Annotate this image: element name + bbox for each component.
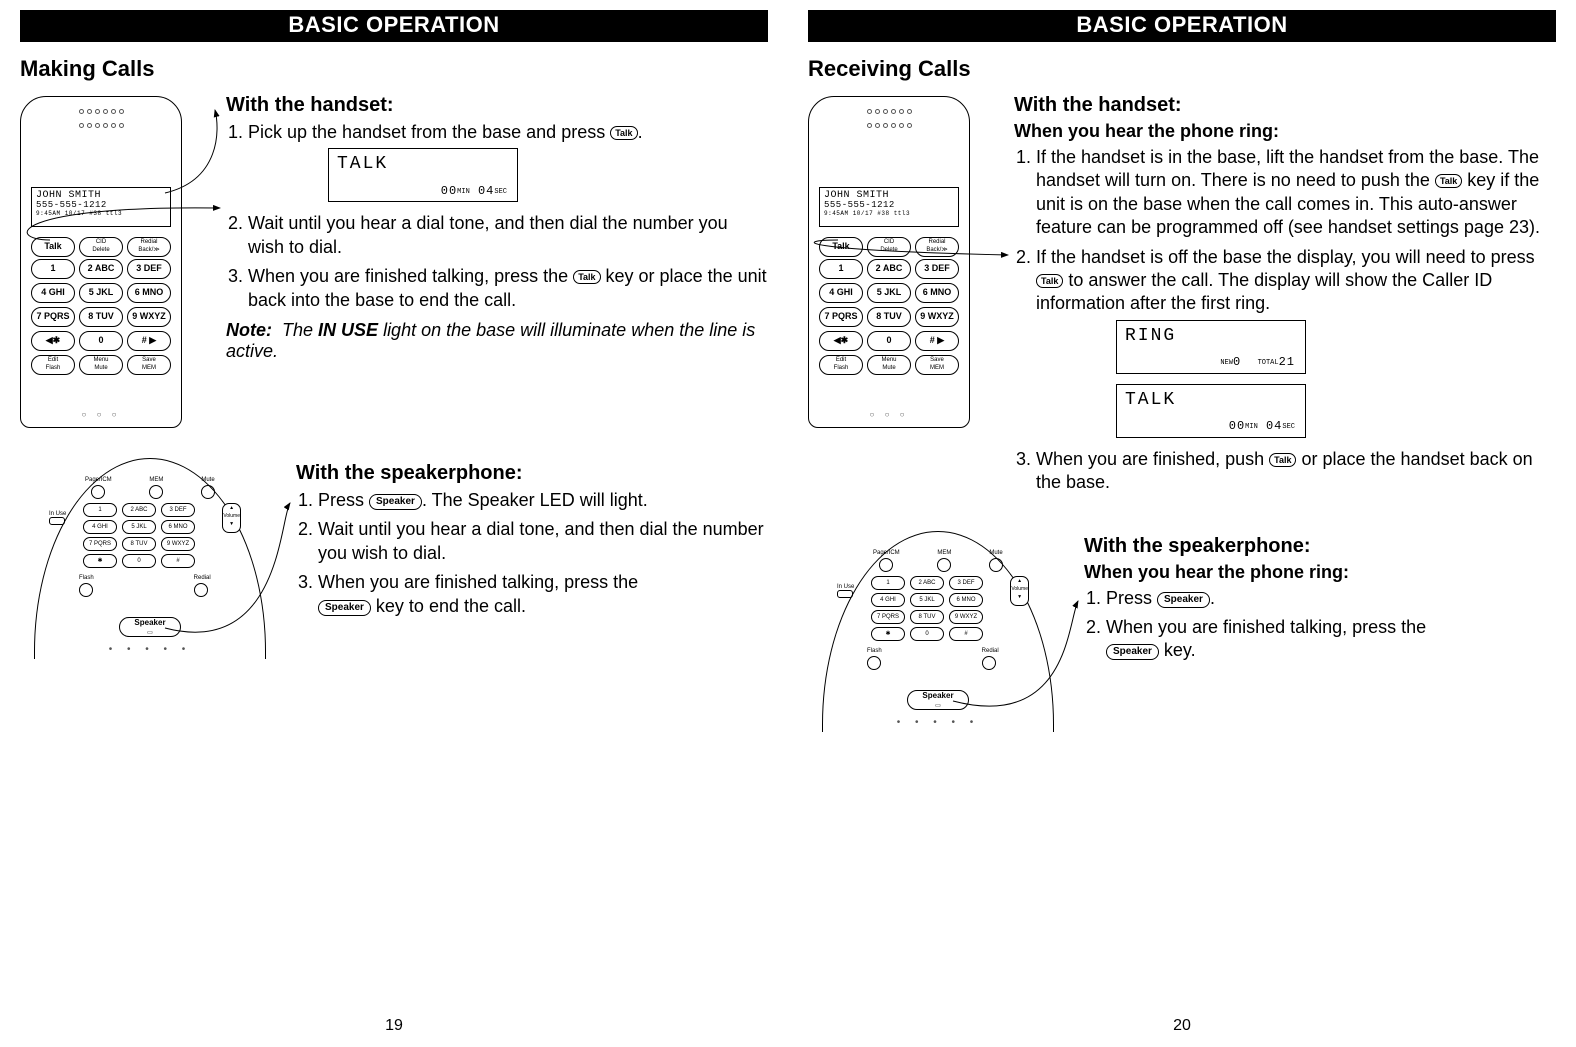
with-handset-heading: With the handset: bbox=[226, 94, 768, 117]
speaker-button: Speaker▭ bbox=[119, 617, 181, 637]
banner-right: BASIC OPERATION bbox=[808, 10, 1556, 42]
talk-icon: Talk bbox=[1036, 274, 1063, 288]
left-sp-step1: Press Speaker. The Speaker LED will ligh… bbox=[318, 489, 768, 512]
right-title: Receiving Calls bbox=[808, 56, 1556, 82]
with-handset-heading-right: With the handset: bbox=[1014, 94, 1556, 117]
speaker-icon: Speaker bbox=[369, 494, 422, 510]
base-illustration-left: Page/ICM MEM Mute In Use 12 ABC3 DEF 4 G… bbox=[20, 458, 280, 659]
base-illustration-right: Page/ICM MEM Mute In Use 12 ABC3 DEF 4 G… bbox=[808, 531, 1068, 732]
talk-icon: Talk bbox=[1435, 174, 1462, 188]
right-handset-text: With the handset: When you hear the phon… bbox=[1014, 90, 1556, 501]
left-title: Making Calls bbox=[20, 56, 768, 82]
left-sp-step2: Wait until you hear a dial tone, and the… bbox=[318, 518, 768, 565]
right-sp-step2: When you are finished talking, press the… bbox=[1106, 616, 1556, 663]
lcd-talk-left: TALK 00MIN 04SEC bbox=[328, 148, 518, 202]
page-left: BASIC OPERATION Making Calls JOHN SMITH … bbox=[0, 0, 788, 1047]
cid-key: CIDDelete bbox=[79, 237, 123, 257]
right-step2: If the handset is off the base the displ… bbox=[1036, 246, 1556, 438]
talk-key: Talk bbox=[31, 237, 75, 257]
page-number-left: 19 bbox=[0, 1017, 788, 1035]
talk-icon: Talk bbox=[573, 270, 600, 284]
left-note: Note: The IN USE light on the base will … bbox=[226, 320, 768, 362]
page-spread: BASIC OPERATION Making Calls JOHN SMITH … bbox=[0, 0, 1576, 1047]
left-speaker-text: With the speakerphone: Press Speaker. Th… bbox=[296, 458, 768, 624]
right-step3: When you are finished, push Talk or plac… bbox=[1036, 448, 1556, 495]
page-right: BASIC OPERATION Receiving Calls JOHN SMI… bbox=[788, 0, 1576, 1047]
left-step3: When you are finished talking, press the… bbox=[248, 265, 768, 312]
lcd-ring: RING NEW0 TOTAL21 bbox=[1116, 320, 1306, 374]
right-speaker-text: With the speakerphone: When you hear the… bbox=[1084, 531, 1556, 669]
redial-key: RedialBack/≫ bbox=[127, 237, 171, 257]
left-handset-text: With the handset: Pick up the handset fr… bbox=[226, 90, 768, 362]
page-number-right: 20 bbox=[788, 1017, 1576, 1035]
with-speaker-heading: With the speakerphone: bbox=[296, 462, 768, 485]
handset-lcd: JOHN SMITH 555-555-1212 9:45AM 10/17 #38… bbox=[31, 187, 171, 227]
right-step1: If the handset is in the base, lift the … bbox=[1036, 146, 1556, 240]
talk-icon: Talk bbox=[610, 126, 637, 140]
right-sp-step1: Press Speaker. bbox=[1106, 587, 1556, 610]
banner-left: BASIC OPERATION bbox=[20, 10, 768, 42]
speaker-icon: Speaker bbox=[1157, 592, 1210, 608]
speaker-icon: Speaker bbox=[1106, 644, 1159, 660]
left-step2: Wait until you hear a dial tone, and the… bbox=[248, 212, 768, 259]
talk-icon: Talk bbox=[1269, 453, 1296, 467]
speaker-icon: Speaker bbox=[318, 600, 371, 616]
lcd-talk-right: TALK 00MIN 04SEC bbox=[1116, 384, 1306, 438]
left-sp-step3: When you are finished talking, press the… bbox=[318, 571, 768, 618]
left-step1: Pick up the handset from the base and pr… bbox=[248, 121, 768, 202]
handset-illustration-right: JOHN SMITH 555-555-1212 9:45AM 10/17 #38… bbox=[808, 90, 998, 428]
when-ring-heading: When you hear the phone ring: bbox=[1014, 121, 1556, 142]
handset-illustration: JOHN SMITH 555-555-1212 9:45AM 10/17 #38… bbox=[20, 90, 210, 428]
